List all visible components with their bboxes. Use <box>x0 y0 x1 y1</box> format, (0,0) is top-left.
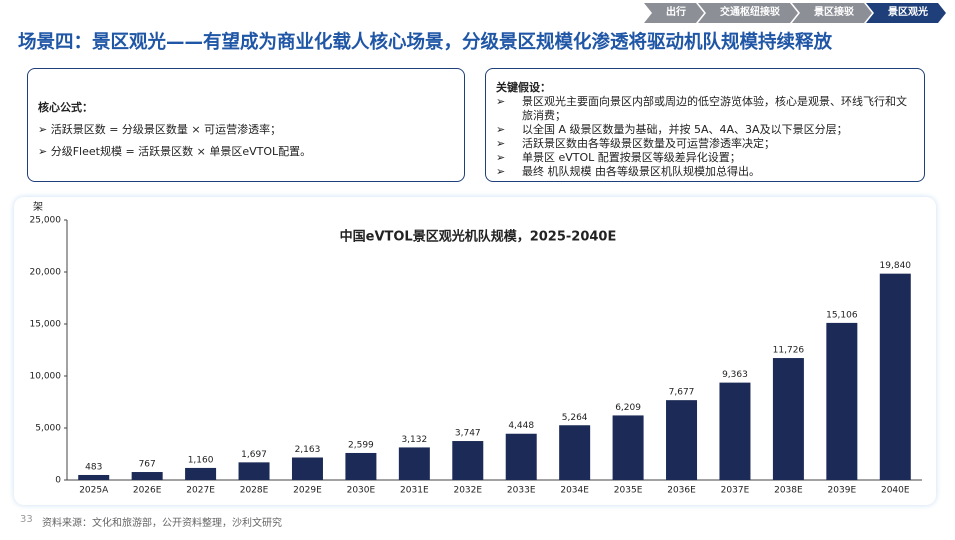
bar <box>559 425 591 480</box>
y-tick-label: 25,000 <box>30 216 62 226</box>
bar <box>238 462 270 480</box>
value-label: 11,726 <box>773 346 805 356</box>
bar <box>78 474 110 480</box>
y-axis-label: 架 <box>33 201 43 213</box>
bar <box>879 273 911 480</box>
x-tick-label: 2040E <box>881 486 910 496</box>
nav-tab[interactable]: 景区观光 <box>866 3 946 23</box>
page-number: 33 <box>20 514 33 525</box>
box-item: 分级Fleet规模 = 活跃景区数 × 单景区eVTOL配置。 <box>38 141 454 163</box>
bar <box>666 400 698 480</box>
value-label: 1,697 <box>241 450 267 460</box>
box-heading: 核心公式： <box>38 101 93 114</box>
nav-tab[interactable]: 景区接驳 <box>792 3 872 23</box>
x-tick-label: 2028E <box>240 486 269 496</box>
value-label: 5,264 <box>562 413 588 423</box>
y-tick-label: 0 <box>55 476 61 486</box>
bar <box>826 322 858 480</box>
value-label: 9,363 <box>722 370 748 380</box>
x-tick-label: 2025A <box>79 486 109 496</box>
x-tick-label: 2026E <box>133 486 162 496</box>
bar <box>772 358 804 480</box>
y-tick-label: 15,000 <box>30 320 62 330</box>
value-label: 1,160 <box>188 455 214 465</box>
value-label: 3,747 <box>455 429 481 439</box>
value-label: 767 <box>139 460 156 470</box>
x-tick-label: 2027E <box>186 486 215 496</box>
x-tick-label: 2037E <box>721 486 750 496</box>
y-tick-label: 5,000 <box>35 424 61 434</box>
x-tick-label: 2034E <box>560 486 589 496</box>
box-heading: 关键假设： <box>496 81 551 94</box>
value-label: 483 <box>85 462 102 472</box>
box-item: 活跃景区数 = 分级景区数量 × 可运营渗透率； <box>38 119 454 141</box>
box-item: 以全国 A 级景区数量为基础，并按 5A、4A、3A及以下景区分层； <box>496 123 914 137</box>
bar <box>505 433 537 480</box>
chart-title: 中国eVTOL景区观光机队规模，2025-2040E <box>340 229 617 245</box>
bar <box>612 415 644 480</box>
value-label: 4,448 <box>508 421 534 431</box>
x-tick-label: 2032E <box>453 486 482 496</box>
x-tick-label: 2030E <box>347 486 376 496</box>
y-tick-label: 10,000 <box>30 372 62 382</box>
x-tick-label: 2033E <box>507 486 536 496</box>
nav-tab[interactable]: 出行 <box>644 3 704 23</box>
slide-title: 场景四：景区观光——有望成为商业化载人核心场景，分级景区规模化渗透将驱动机队规模… <box>18 32 833 53</box>
nav: 出行 交通枢纽接驳 景区接驳 景区观光 <box>650 3 946 23</box>
value-label: 7,677 <box>669 388 695 398</box>
assumption-box: 关键假设： 景区观光主要面向景区内部或周边的低空游览体验，核心是观景、环线飞行和… <box>485 68 925 182</box>
value-label: 15,106 <box>826 310 858 320</box>
source: 资料来源：文化和旅游部，公开资料整理，沙利文研究 <box>42 518 282 529</box>
bar <box>291 457 323 480</box>
x-tick-label: 2031E <box>400 486 429 496</box>
bar <box>131 472 163 480</box>
x-tick-label: 2036E <box>667 486 696 496</box>
x-tick-label: 2035E <box>614 486 643 496</box>
bar <box>345 452 377 480</box>
bar <box>398 447 430 480</box>
x-tick-label: 2039E <box>828 486 857 496</box>
x-tick-label: 2029E <box>293 486 322 496</box>
bar <box>719 382 751 480</box>
box-item: 单景区 eVTOL 配置按景区等级差异化设置； <box>496 151 914 165</box>
box-item: 最终 机队规模 由各等级景区机队规模加总得出。 <box>496 165 914 179</box>
value-label: 19,840 <box>880 261 912 271</box>
x-tick-label: 2038E <box>774 486 803 496</box>
bar <box>452 441 484 480</box>
value-label: 6,209 <box>615 403 641 413</box>
value-label: 2,163 <box>295 445 321 455</box>
box-item: 景区观光主要面向景区内部或周边的低空游览体验，核心是观景、环线飞行和文旅消费； <box>496 95 914 123</box>
bar <box>185 467 217 480</box>
y-tick-label: 20,000 <box>30 268 62 278</box>
formula-box: 核心公式： 活跃景区数 = 分级景区数量 × 可运营渗透率； 分级Fleet规模… <box>27 68 465 182</box>
box-item: 活跃景区数由各等级景区数量及可运营渗透率决定； <box>496 137 914 151</box>
value-label: 2,599 <box>348 440 374 450</box>
nav-tab[interactable]: 交通枢纽接驳 <box>698 3 798 23</box>
value-label: 3,132 <box>401 435 427 445</box>
